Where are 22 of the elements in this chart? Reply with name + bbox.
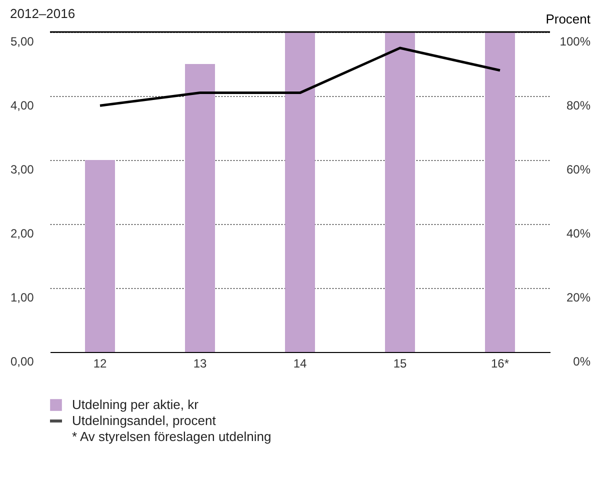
x-tick-label: 16* (490, 356, 510, 370)
chart-title: 2012–2016 (10, 6, 76, 21)
x-tick-label: 12 (93, 356, 107, 370)
y-tick-label: 1,00 (10, 290, 34, 304)
y2-tick-label: 60% (566, 162, 591, 176)
x-tick-label: 15 (393, 356, 407, 370)
y-tick-label: 3,00 (10, 162, 34, 176)
text: * Av styrelsen föreslagen utdelning (72, 429, 272, 444)
y2-tick-label: 20% (566, 290, 591, 304)
y-tick-label: 4,00 (10, 98, 34, 112)
y2-tick-label: 80% (566, 98, 591, 112)
y-tick-label: 5,00 (10, 34, 34, 48)
y2-axis-title: Procent (546, 12, 591, 26)
x-tick-label: 13 (193, 356, 207, 370)
legend-label: Utdelningsandel, procent (72, 413, 216, 428)
legend-label: Utdelning per aktie, kr (72, 397, 200, 412)
y-tick-label: 0,00 (10, 354, 34, 368)
y2-tick-label: 0% (573, 354, 591, 368)
y-tick-label: 2,00 (10, 226, 34, 240)
x-tick-label: 14 (293, 356, 307, 370)
y2-tick-label: 100% (560, 34, 591, 48)
y2-tick-label: 40% (566, 226, 591, 240)
